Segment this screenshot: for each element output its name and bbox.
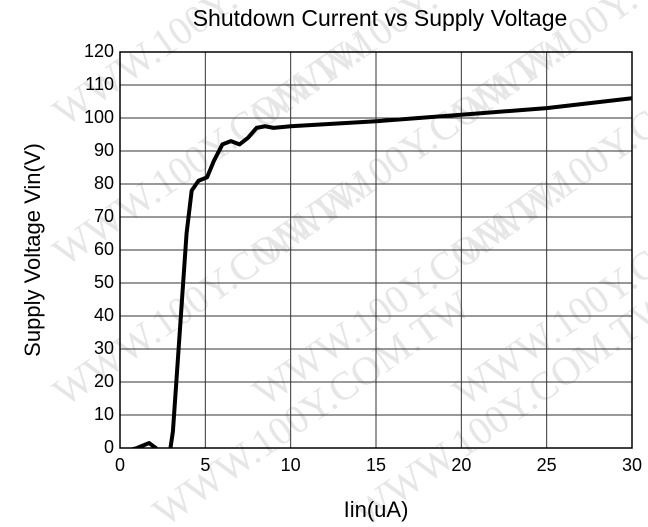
y-tick-label: 100 <box>84 107 114 127</box>
y-tick-label: 60 <box>94 239 114 259</box>
y-tick-label: 70 <box>94 206 114 226</box>
x-tick-label: 20 <box>451 455 471 475</box>
x-tick-label: 25 <box>537 455 557 475</box>
data-line <box>129 96 632 448</box>
y-tick-label: 40 <box>94 305 114 325</box>
x-tick-label: 30 <box>622 455 642 475</box>
y-tick-label: 120 <box>84 41 114 61</box>
y-tick-label: 90 <box>94 140 114 160</box>
x-tick-label: 10 <box>281 455 301 475</box>
y-tick-label: 110 <box>85 74 114 94</box>
y-axis-label: Supply Voltage Vin(V) <box>20 143 45 357</box>
y-tick-label: 20 <box>94 371 114 391</box>
y-tick-label: 0 <box>104 437 114 457</box>
x-tick-label: 0 <box>115 455 125 475</box>
y-tick-label: 30 <box>94 338 114 358</box>
y-tick-label: 50 <box>94 272 114 292</box>
y-tick-label: 10 <box>94 404 114 424</box>
x-tick-label: 15 <box>366 455 386 475</box>
plot-frame <box>119 51 633 449</box>
x-tick-label: 5 <box>200 455 210 475</box>
x-axis-label: Iin(uA) <box>344 497 409 522</box>
y-tick-label: 80 <box>94 173 114 193</box>
chart-title: Shutdown Current vs Supply Voltage <box>193 5 568 31</box>
